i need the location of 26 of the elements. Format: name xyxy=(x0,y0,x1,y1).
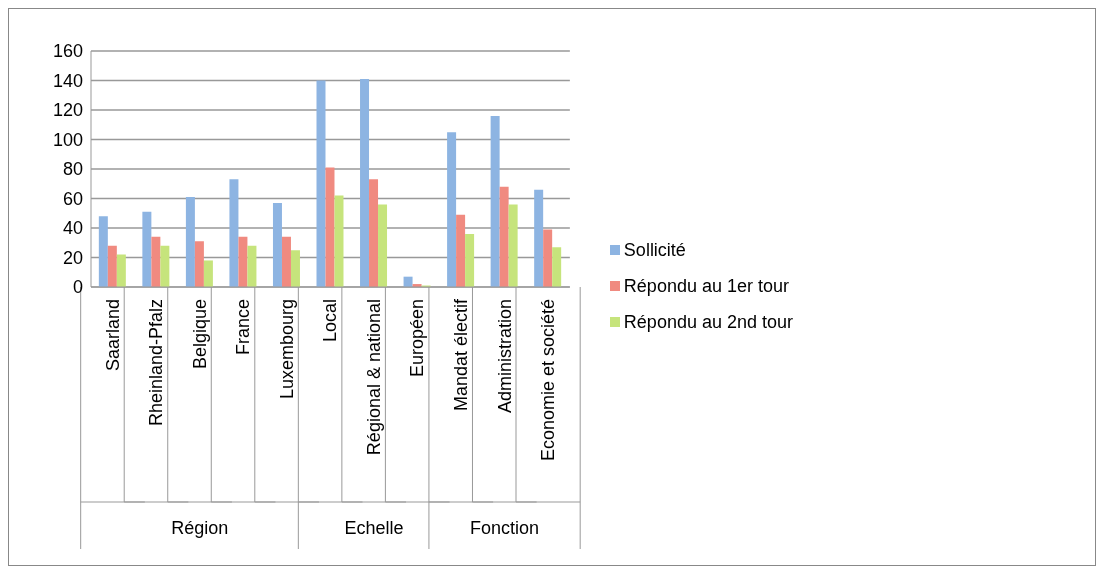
x-tick-label: Mandat électif xyxy=(451,298,472,412)
y-tick-label: 40 xyxy=(62,218,83,239)
legend-label: Sollicité xyxy=(623,239,686,262)
x-tick-label: Belgique xyxy=(189,299,210,370)
x-tick-label: Local xyxy=(320,299,341,343)
y-tick-label: 160 xyxy=(52,41,83,62)
y-tick-label: 60 xyxy=(62,188,83,209)
text: Echelle xyxy=(344,518,404,538)
y-tick-label: 100 xyxy=(52,129,83,150)
legend-label: Répondu au 1er tour xyxy=(623,275,789,298)
text: Région xyxy=(171,518,229,538)
x-tick-label: Luxembourg xyxy=(276,299,297,400)
text: Fonction xyxy=(470,518,540,538)
x-tick-label: Régional & national xyxy=(363,299,384,456)
x-tick-label: Economie et société xyxy=(538,299,559,462)
x-tick-label: Saarland xyxy=(102,299,123,372)
x-tick-label: Administration xyxy=(494,299,515,414)
y-tick-label: 20 xyxy=(62,247,83,268)
y-tick-label: 0 xyxy=(72,277,83,298)
x-tick-label: France xyxy=(233,299,254,356)
x-tick-label: Rheinland-Pfalz xyxy=(146,299,167,427)
x-tick-label: Européen xyxy=(407,299,428,378)
legend-label: Répondu au 2nd tour xyxy=(623,311,793,334)
y-tick-label: 140 xyxy=(52,70,83,91)
y-tick-label: 120 xyxy=(52,100,83,121)
y-tick-label: 80 xyxy=(62,159,83,180)
